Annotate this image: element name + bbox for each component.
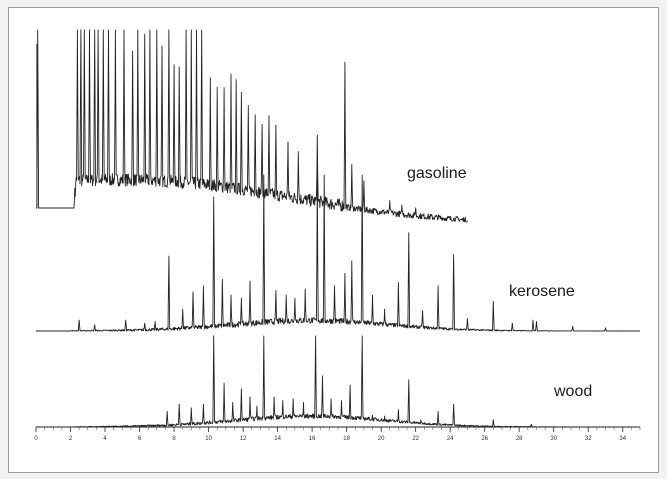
kerosene-label: kerosene bbox=[509, 283, 575, 300]
x-tick-label: 22 bbox=[412, 436, 419, 442]
chart-frame: 0 2 4 6 8 10 12 14 16 18 20 22 24 26 28 30 32 34 gasoline… bbox=[8, 7, 659, 473]
wood-label: wood bbox=[553, 383, 592, 400]
x-tick-label: 24 bbox=[447, 436, 454, 442]
x-tick-label: 30 bbox=[550, 436, 557, 442]
x-tick-label: 8 bbox=[172, 436, 176, 442]
x-tick-label: 10 bbox=[205, 436, 212, 442]
x-tick-label: 16 bbox=[309, 436, 316, 442]
x-tick-label: 34 bbox=[619, 436, 626, 442]
x-tick-label: 0 bbox=[34, 436, 38, 442]
x-tick-label: 32 bbox=[585, 436, 592, 442]
kerosene-trace bbox=[35, 174, 641, 332]
x-tick-label: 20 bbox=[378, 436, 385, 442]
wood-trace bbox=[35, 335, 641, 428]
x-tick-label: 18 bbox=[343, 436, 350, 442]
x-tick-label: 14 bbox=[274, 436, 281, 442]
chromatogram-chart: 0 2 4 6 8 10 12 14 16 18 20 22 24 26 28 30 32 34 gasoline… bbox=[34, 29, 641, 442]
traces-group bbox=[35, 29, 641, 428]
gasoline-label: gasoline bbox=[407, 165, 467, 182]
x-axis: 0 2 4 6 8 10 12 14 16 18 20 22 24 26 28 30 32 34 bbox=[34, 426, 641, 442]
x-tick-label: 6 bbox=[138, 436, 142, 442]
x-tick-label: 2 bbox=[69, 436, 73, 442]
gasoline-trace bbox=[35, 29, 468, 223]
x-tick-label: 28 bbox=[516, 436, 523, 442]
x-tick-label: 4 bbox=[103, 436, 107, 442]
x-axis-ticks: 0 2 4 6 8 10 12 14 16 18 20 22 24 26 28 30 32 34 bbox=[34, 427, 641, 442]
series-labels: gasoline kerosene wood bbox=[407, 165, 592, 400]
x-tick-label: 12 bbox=[240, 436, 247, 442]
x-tick-label: 26 bbox=[481, 436, 488, 442]
